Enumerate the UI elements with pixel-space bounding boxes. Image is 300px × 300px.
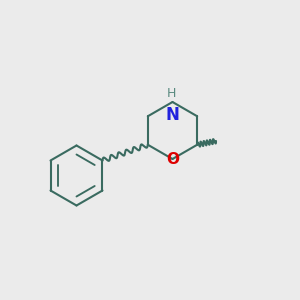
Text: H: H	[166, 87, 176, 100]
Text: O: O	[166, 152, 179, 166]
Text: N: N	[166, 106, 179, 124]
